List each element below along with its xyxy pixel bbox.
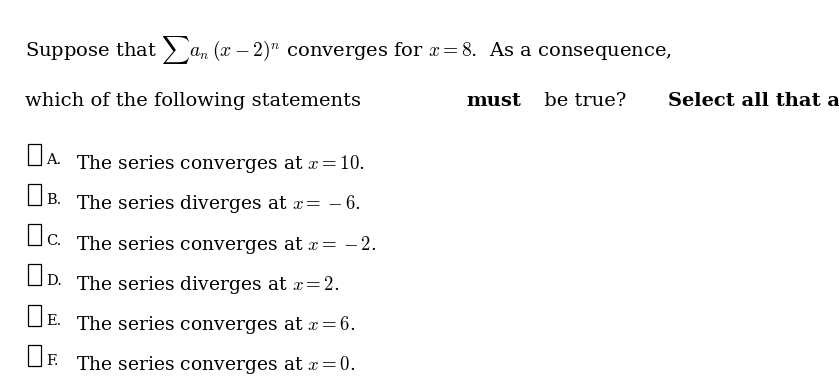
- Bar: [28, 345, 41, 366]
- Bar: [28, 264, 41, 285]
- Bar: [28, 184, 41, 205]
- Text: which of the following statements: which of the following statements: [25, 92, 367, 110]
- Text: D.: D.: [46, 274, 62, 288]
- Text: The series converges at $x = 10$.: The series converges at $x = 10$.: [76, 153, 364, 175]
- Text: F.: F.: [46, 354, 59, 368]
- Text: The series converges at $x = -2$.: The series converges at $x = -2$.: [76, 234, 376, 255]
- Text: C.: C.: [46, 234, 61, 248]
- Text: The series converges at $x = 6$.: The series converges at $x = 6$.: [76, 314, 355, 336]
- Text: A.: A.: [46, 153, 61, 167]
- Text: The series diverges at $x = -6$.: The series diverges at $x = -6$.: [76, 193, 360, 215]
- Text: B.: B.: [46, 193, 61, 208]
- Text: Suppose that $\sum a_n\,(x-2)^n$ converges for $x=8$.  As a consequence,: Suppose that $\sum a_n\,(x-2)^n$ converg…: [25, 34, 672, 67]
- Text: Select all that apply.: Select all that apply.: [668, 92, 839, 110]
- Bar: [28, 144, 41, 165]
- Bar: [28, 224, 41, 245]
- Text: The series converges at $x = 0$.: The series converges at $x = 0$.: [76, 354, 355, 376]
- Text: The series diverges at $x = 2$.: The series diverges at $x = 2$.: [76, 274, 339, 296]
- Text: E.: E.: [46, 314, 61, 328]
- Bar: [28, 304, 41, 326]
- Text: be true?: be true?: [538, 92, 638, 110]
- Text: must: must: [466, 92, 522, 110]
